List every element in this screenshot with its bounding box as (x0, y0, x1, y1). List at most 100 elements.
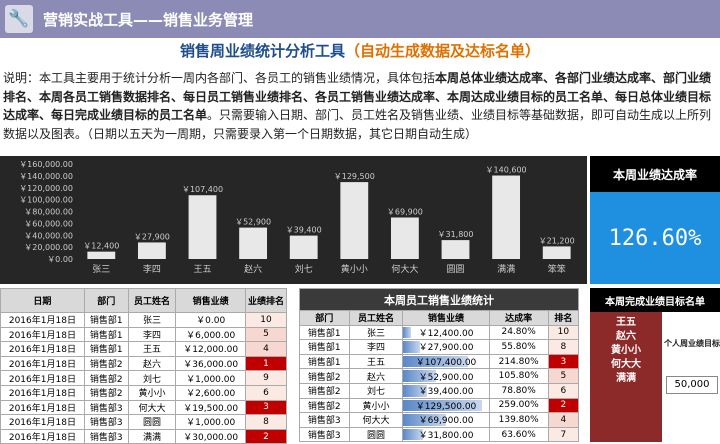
table-cell[interactable]: 销售部1 (83, 341, 129, 357)
bar (188, 195, 217, 259)
table-cell[interactable]: 10 (547, 324, 580, 341)
table-cell[interactable]: ￥107,400.00 (402, 353, 490, 370)
data-bar (403, 399, 482, 412)
table-cell[interactable]: 销售部2 (299, 382, 350, 399)
table-cell[interactable]: 3 (244, 399, 288, 416)
table-cell[interactable]: 63.60% (488, 426, 549, 443)
table-cell[interactable]: 销售部3 (83, 414, 129, 430)
table-cell[interactable]: 圆圆 (127, 414, 177, 430)
table-cell[interactable]: 销售部1 (299, 324, 350, 341)
weekly-table-header: 部门 员工姓名 销售业绩 达成率 排名 (299, 310, 580, 326)
table-cell[interactable]: 销售部3 (299, 426, 350, 443)
table-cell[interactable]: ￥2,600.00 (175, 384, 246, 401)
table-cell[interactable]: 李四 (348, 339, 404, 355)
table-cell[interactable]: 214.80% (488, 353, 549, 370)
table-cell[interactable]: 张三 (127, 312, 177, 328)
target-input[interactable]: 50,000 (666, 376, 718, 394)
table-cell[interactable]: 销售部3 (299, 412, 350, 428)
table-cell[interactable]: ￥0.00 (175, 312, 246, 328)
table-cell[interactable]: ￥129,500.00 (402, 397, 490, 414)
table-cell[interactable]: 王五 (127, 341, 177, 357)
bar-value-label: ￥107,400 (182, 185, 223, 194)
table-cell[interactable]: 何大大 (348, 412, 404, 428)
achievers-list: 王五 赵六 黄小小 何大大 满满 (590, 312, 662, 442)
table-cell[interactable]: ￥27,900.00 (402, 339, 490, 355)
table-cell[interactable]: 销售部1 (83, 326, 129, 343)
table-cell[interactable]: 7 (547, 426, 580, 443)
table-cell[interactable]: 销售部2 (299, 397, 350, 414)
table-cell[interactable]: ￥1,000.00 (175, 414, 246, 430)
table-cell[interactable]: 5 (244, 326, 288, 343)
table-cell[interactable]: 销售部1 (299, 339, 350, 355)
table-cell[interactable]: 105.80% (488, 368, 549, 384)
table-cell[interactable]: 销售部3 (83, 399, 129, 416)
column-header: 达成率 (488, 310, 549, 326)
table-cell[interactable]: 销售部2 (83, 384, 129, 401)
table-cell[interactable]: 3 (547, 353, 580, 370)
table-cell[interactable]: 销售部2 (299, 368, 350, 384)
table-cell[interactable]: 4 (547, 412, 580, 428)
bar-value-label: ￥31,800 (438, 230, 474, 239)
table-cell[interactable]: 10 (244, 312, 288, 328)
table-cell[interactable]: 139.80% (488, 412, 549, 428)
table-cell[interactable]: 8 (547, 339, 580, 355)
table-cell[interactable]: 24.80% (488, 324, 549, 341)
table-cell[interactable]: 销售部1 (299, 353, 350, 370)
table-cell[interactable]: 2016年1月18日 (0, 355, 85, 372)
table-cell[interactable]: 销售部1 (83, 312, 129, 328)
table-cell[interactable]: 8 (244, 414, 288, 430)
y-tick-label: ￥100,000.00 (19, 196, 73, 205)
table-cell[interactable]: 78.80% (488, 382, 549, 399)
table-row: 销售部1 李四 ￥27,900.00 55.80% 8 (299, 339, 580, 355)
weekly-table-title: 本周员工销售业绩统计 (299, 288, 579, 311)
table-cell[interactable]: 2016年1月18日 (0, 399, 85, 416)
x-tick-label: 黄小小 (341, 263, 368, 275)
table-cell[interactable]: 圆圆 (348, 426, 404, 443)
data-bar (403, 370, 436, 382)
table-cell[interactable]: ￥12,000.00 (175, 341, 246, 357)
table-cell[interactable]: 5 (547, 368, 580, 384)
table-cell[interactable]: 1 (244, 355, 288, 372)
table-cell[interactable]: 2 (547, 397, 580, 414)
table-cell[interactable]: 55.80% (488, 339, 549, 355)
table-cell[interactable]: 2 (244, 428, 288, 444)
bar-value-label: ￥21,200 (539, 236, 575, 245)
table-cell[interactable]: 张三 (348, 324, 404, 341)
table-cell[interactable]: ￥69,900.00 (402, 412, 490, 428)
table-cell[interactable]: ￥19,500.00 (175, 399, 246, 416)
y-tick-label: ￥40,000.00 (24, 231, 73, 240)
table-cell[interactable]: ￥6,000.00 (175, 326, 246, 343)
table-cell[interactable]: ￥31,800.00 (402, 426, 490, 443)
table-cell[interactable]: 刘七 (348, 382, 404, 399)
table-cell[interactable]: 2016年1月18日 (0, 312, 85, 328)
table-cell[interactable]: 赵六 (127, 355, 177, 372)
table-cell[interactable]: 销售部2 (83, 370, 129, 386)
table-cell[interactable]: 259.00% (488, 397, 549, 414)
table-cell[interactable]: ￥12,400.00 (402, 324, 490, 341)
table-cell[interactable]: ￥1,000.00 (175, 370, 246, 386)
tool-title-note: （自动生成数据及达标名单） (345, 42, 541, 60)
achiever-name: 赵六 (616, 331, 636, 342)
table-cell[interactable]: 2016年1月18日 (0, 414, 85, 430)
table-cell[interactable]: 李四 (127, 326, 177, 343)
table-cell[interactable]: 黄小小 (127, 384, 177, 401)
table-cell[interactable]: 6 (244, 384, 288, 401)
table-cell[interactable]: 9 (244, 370, 288, 386)
table-cell[interactable]: ￥52,900.00 (402, 368, 490, 384)
table-cell[interactable]: ￥39,400.00 (402, 382, 490, 399)
table-cell[interactable]: ￥36,000.00 (175, 355, 246, 372)
table-cell[interactable]: 2016年1月18日 (0, 370, 85, 386)
table-cell[interactable]: 2016年1月18日 (0, 326, 85, 343)
table-cell[interactable]: 黄小小 (348, 397, 404, 414)
table-cell[interactable]: 2016年1月18日 (0, 384, 85, 401)
data-bar (403, 414, 447, 426)
table-cell[interactable]: 4 (244, 341, 288, 357)
table-cell[interactable]: 6 (547, 382, 580, 399)
table-cell[interactable]: 赵六 (348, 368, 404, 384)
x-tick-label: 王五 (193, 264, 211, 275)
table-cell[interactable]: 王五 (348, 353, 404, 370)
table-cell[interactable]: 销售部2 (83, 355, 129, 372)
table-cell[interactable]: 何大大 (127, 399, 177, 416)
table-cell[interactable]: 2016年1月18日 (0, 341, 85, 357)
table-cell[interactable]: 刘七 (127, 370, 177, 386)
